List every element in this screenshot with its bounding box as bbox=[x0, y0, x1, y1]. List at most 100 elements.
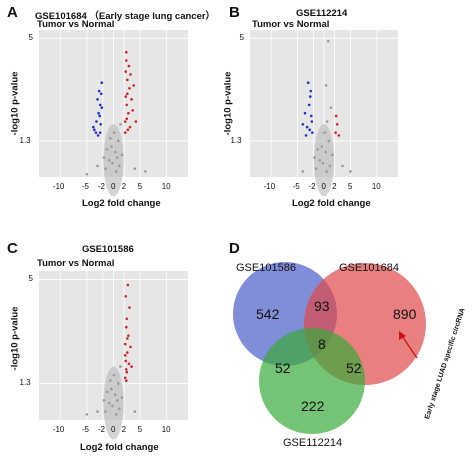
data-point bbox=[325, 120, 329, 123]
data-point bbox=[307, 103, 311, 107]
data-point bbox=[308, 95, 312, 98]
data-point bbox=[85, 172, 89, 176]
panel-letter-b: B bbox=[229, 4, 240, 21]
venn-count-gse101684-only: 890 bbox=[393, 306, 417, 322]
venn-label-gse112214: GSE112214 bbox=[283, 437, 343, 449]
data-point bbox=[126, 78, 129, 82]
data-point bbox=[104, 167, 107, 170]
data-point bbox=[94, 131, 98, 134]
data-point bbox=[337, 134, 341, 137]
data-point bbox=[130, 365, 133, 368]
x-tick-label: 2 bbox=[121, 425, 127, 434]
x-tick-label: -10 bbox=[52, 182, 65, 191]
data-point bbox=[125, 370, 129, 374]
data-point bbox=[109, 136, 112, 140]
data-point bbox=[99, 92, 103, 96]
data-point bbox=[124, 50, 128, 54]
data-point bbox=[125, 103, 129, 107]
data-point bbox=[109, 379, 112, 382]
data-point bbox=[125, 317, 129, 321]
panel-letter-a: A bbox=[7, 4, 18, 21]
x-tick-label: 0 bbox=[321, 182, 326, 191]
nonsignificant-cloud bbox=[103, 124, 124, 197]
data-point bbox=[331, 153, 334, 157]
data-point bbox=[133, 410, 137, 413]
data-point bbox=[119, 123, 122, 126]
x-tick-label: 2 bbox=[121, 182, 127, 191]
venn-count-gse112214-only: 222 bbox=[301, 398, 325, 414]
x-tick-label: 10 bbox=[371, 182, 381, 191]
panel-a-xlabel: Log2 fold change bbox=[82, 198, 161, 209]
data-point bbox=[105, 390, 109, 394]
data-point bbox=[128, 86, 131, 90]
venn-label-gse101586: GSE101586 bbox=[236, 262, 296, 274]
data-point bbox=[124, 59, 128, 62]
x-tick-label: 5 bbox=[137, 425, 143, 434]
data-point bbox=[326, 39, 330, 43]
data-point bbox=[325, 170, 328, 173]
x-tick-label: -5 bbox=[292, 182, 300, 191]
data-point bbox=[112, 373, 116, 377]
data-point bbox=[107, 159, 111, 162]
x-tick-label: -10 bbox=[263, 182, 276, 191]
data-point bbox=[96, 164, 99, 168]
data-point bbox=[98, 103, 102, 107]
data-point bbox=[323, 131, 326, 134]
y-tick-label: 5 bbox=[239, 33, 244, 43]
data-point bbox=[341, 164, 344, 168]
data-point bbox=[124, 359, 128, 363]
data-point bbox=[120, 396, 124, 399]
data-point bbox=[123, 354, 127, 357]
data-point bbox=[104, 410, 107, 413]
x-tick-label: 10 bbox=[161, 425, 171, 434]
y-tick-label: 1.3 bbox=[19, 135, 31, 145]
panel-c-plot bbox=[39, 271, 188, 440]
data-point bbox=[324, 84, 328, 87]
data-point bbox=[128, 306, 131, 309]
data-point bbox=[126, 92, 129, 96]
data-point bbox=[327, 139, 331, 143]
data-point bbox=[309, 89, 313, 93]
x-tick-label: -2 bbox=[308, 182, 316, 191]
data-point bbox=[124, 325, 128, 329]
data-point bbox=[116, 139, 120, 143]
data-point bbox=[308, 128, 312, 132]
data-point bbox=[310, 114, 313, 118]
data-point bbox=[98, 114, 101, 118]
x-tick-label: -2 bbox=[97, 182, 105, 191]
data-point bbox=[129, 345, 132, 349]
data-point bbox=[306, 81, 310, 84]
data-point bbox=[93, 128, 96, 132]
data-point bbox=[130, 98, 133, 101]
venn-count-101684-112214: 52 bbox=[346, 360, 362, 376]
data-point bbox=[334, 131, 337, 134]
data-point bbox=[126, 283, 130, 287]
annotation-arrowhead bbox=[399, 331, 406, 340]
x-tick-label: -5 bbox=[81, 182, 90, 191]
x-tick-label: 0 bbox=[111, 425, 116, 434]
data-point bbox=[311, 131, 314, 134]
data-point bbox=[100, 106, 104, 109]
panel-b-title: GSE112214 bbox=[296, 8, 348, 19]
data-point bbox=[111, 404, 114, 408]
x-tick-label: -2 bbox=[97, 425, 105, 434]
y-tick-label: 5 bbox=[28, 274, 33, 284]
x-tick-label: 5 bbox=[347, 182, 353, 191]
data-point bbox=[318, 159, 322, 162]
data-point bbox=[102, 399, 106, 402]
annotation-arrow bbox=[401, 335, 418, 359]
nonsignificant-cloud bbox=[103, 366, 124, 440]
panel-letter-c: C bbox=[7, 240, 18, 257]
data-point bbox=[127, 64, 131, 68]
data-point bbox=[115, 399, 119, 402]
panel-a-subtitle: Tumor vs Normal bbox=[37, 19, 115, 30]
data-point bbox=[96, 410, 99, 413]
data-point bbox=[125, 117, 129, 121]
venn-count-101586-112214: 52 bbox=[275, 360, 291, 376]
data-point bbox=[126, 128, 130, 132]
data-point bbox=[111, 161, 114, 165]
data-point bbox=[124, 70, 128, 73]
venn-label-gse101684: GSE101684 bbox=[339, 262, 399, 274]
data-point bbox=[127, 362, 131, 366]
